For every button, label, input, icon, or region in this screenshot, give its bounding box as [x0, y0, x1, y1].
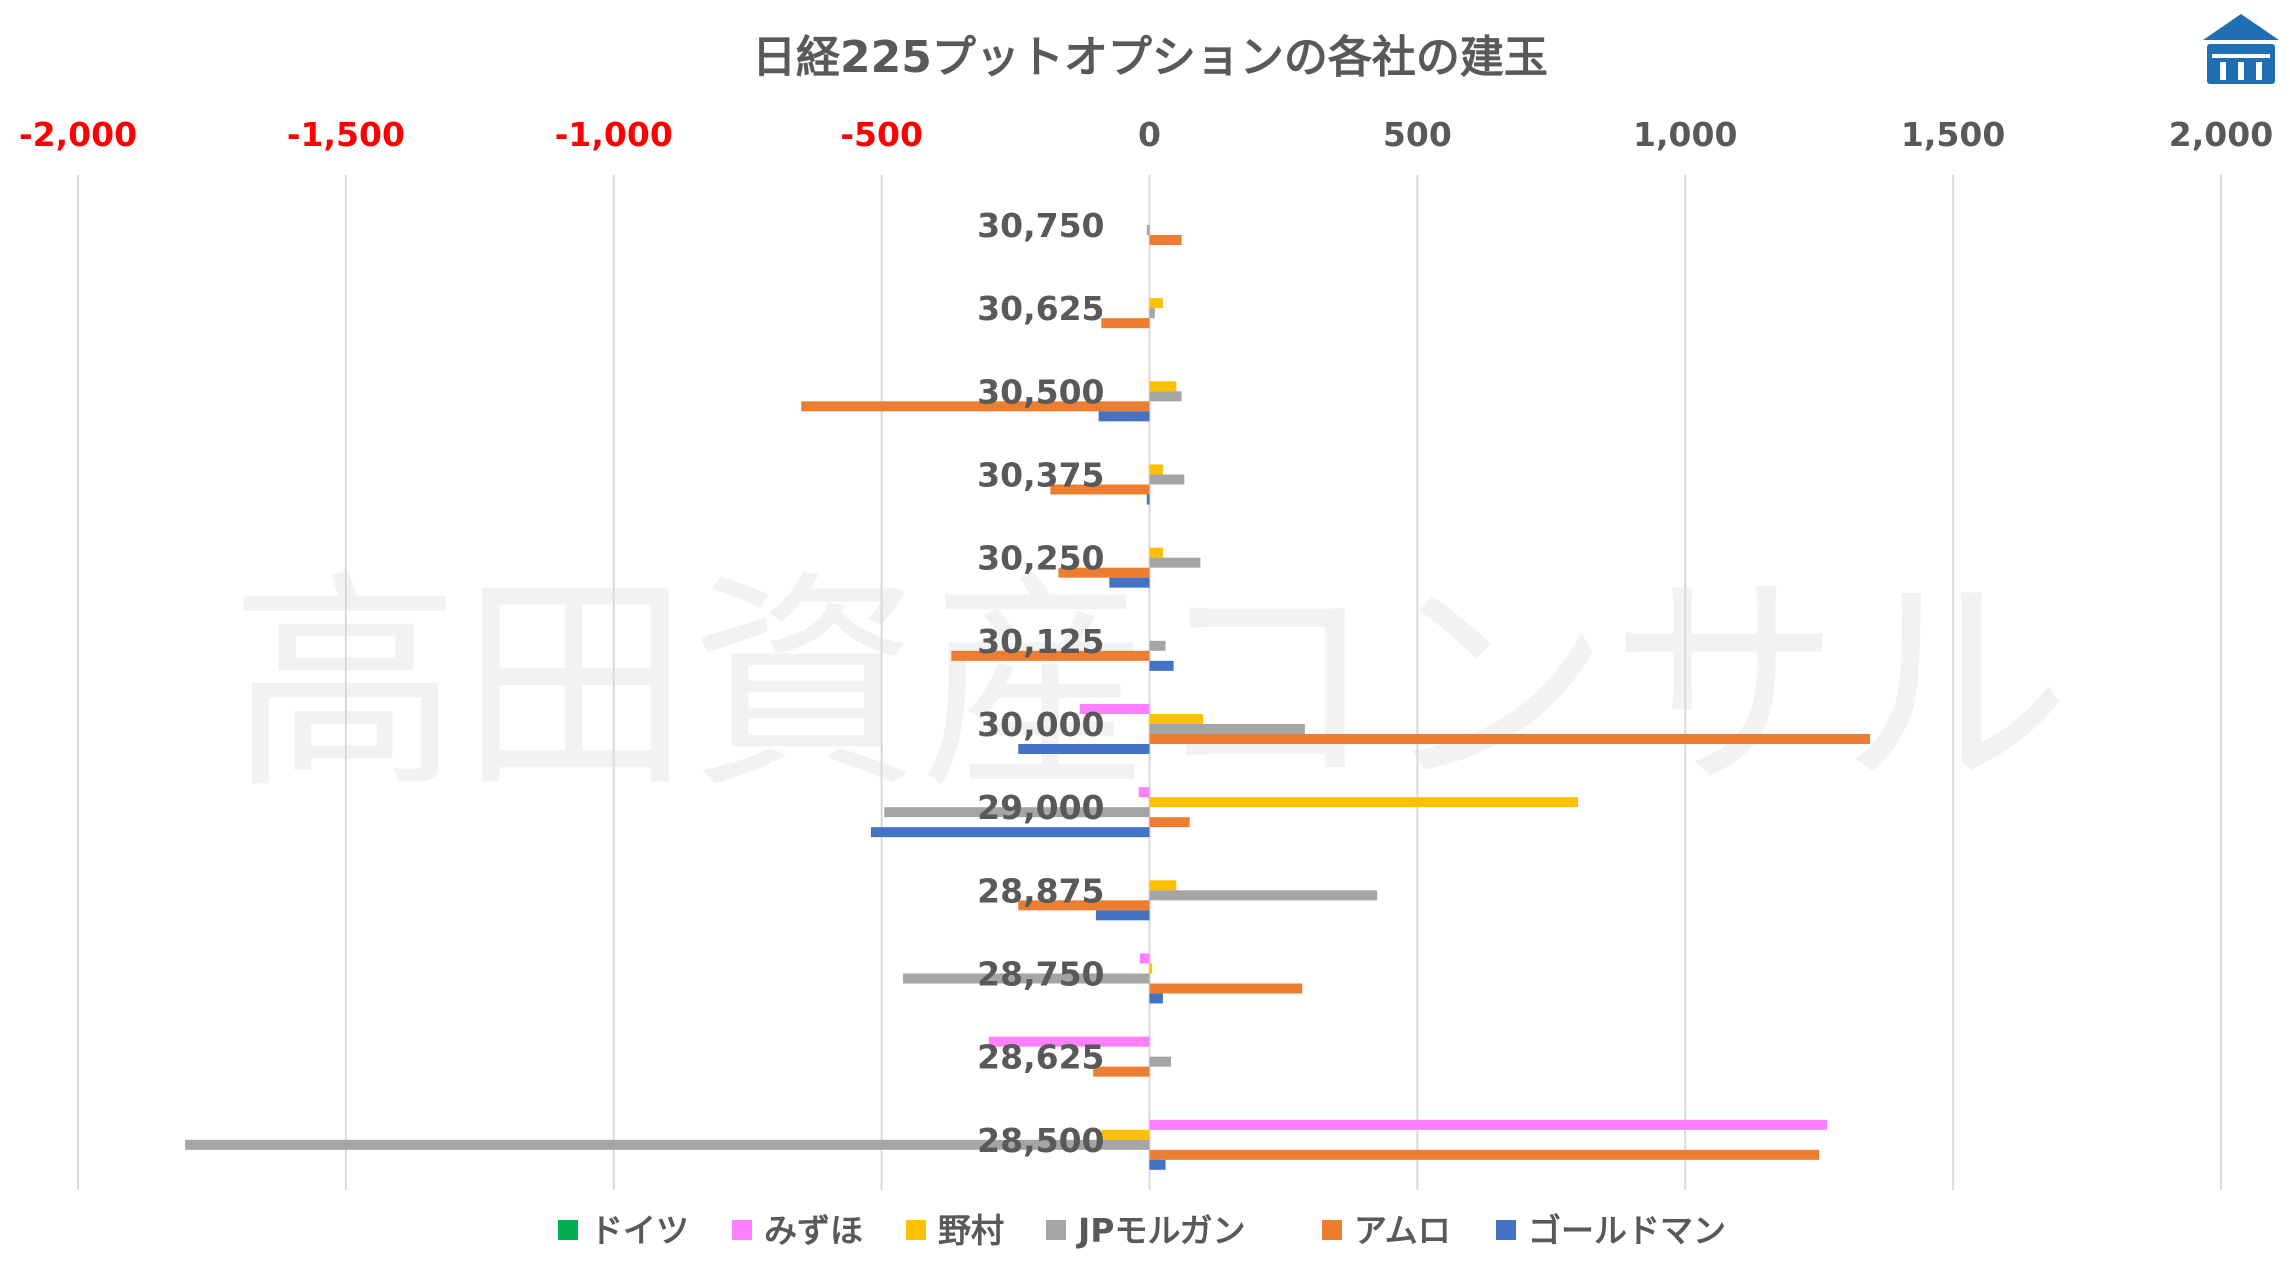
bar: [185, 1139, 1150, 1150]
x-tick-label: -1,000: [555, 115, 673, 154]
legend-swatch: [1046, 1220, 1066, 1240]
chart-title: 日経225プットオプションの各社の建玉: [752, 32, 1548, 83]
x-tick-label: 1,000: [1633, 115, 1737, 154]
bar: [1138, 787, 1150, 798]
category-label: 28,750: [977, 955, 1104, 994]
bar: [1146, 225, 1150, 235]
bar: [1149, 880, 1177, 891]
bar: [951, 650, 1150, 661]
bar: [1050, 484, 1150, 495]
category-label: 30,000: [977, 705, 1104, 744]
bar: [1149, 724, 1305, 734]
bar: [1079, 704, 1150, 714]
bar: [1149, 298, 1163, 309]
bar: [1149, 963, 1153, 974]
bar: [1101, 1129, 1150, 1140]
category-label: 30,250: [977, 539, 1104, 578]
bar: [1058, 567, 1150, 578]
category-label: 30,625: [977, 289, 1104, 328]
bar: [1095, 910, 1150, 921]
bar: [1149, 235, 1182, 245]
logo-column: [2256, 62, 2262, 80]
gridlines: [77, 175, 2222, 1190]
legend-swatch: [1322, 1220, 1342, 1240]
bar: [1146, 494, 1150, 505]
bar: [1139, 953, 1150, 964]
bar: [1149, 734, 1871, 744]
bar: [1093, 1066, 1150, 1077]
legend-swatch: [906, 1220, 926, 1240]
x-axis-ticks: -2,000 -1,500 -1,000 -500 0 500 1,000 1,500 2,00…: [19, 115, 2273, 154]
logo-column: [2220, 62, 2226, 80]
category-label: 28,625: [977, 1038, 1104, 1077]
legend-label: ドイツ: [590, 1211, 689, 1250]
x-tick-label: 1,500: [1901, 115, 2005, 154]
category-label: 30,125: [977, 622, 1104, 661]
bars: [185, 225, 1871, 1170]
x-tick-label: -2,000: [19, 115, 137, 154]
bar: [1149, 797, 1579, 808]
bar: [1149, 391, 1182, 402]
x-tick-label: 0: [1138, 115, 1161, 154]
category-label: 28,875: [977, 871, 1104, 910]
bar: [1149, 817, 1190, 828]
legend-label: みずほ: [764, 1211, 863, 1250]
bar: [988, 1036, 1150, 1047]
bar: [1149, 1056, 1171, 1067]
legend-swatch: [1496, 1220, 1516, 1240]
legend: ドイツ みずほ 野村 JPモルガン アムロ ゴールドマン: [558, 1211, 1726, 1250]
bar: [1149, 714, 1204, 724]
logo-icon: [2203, 14, 2279, 84]
bar: [1149, 557, 1201, 568]
bar: [1149, 547, 1163, 558]
bar: [1018, 900, 1150, 911]
category-labels: 30,750 30,625 30,500 30,375 30,250 30,125 30,0…: [977, 206, 1104, 1160]
bar: [1149, 993, 1163, 1004]
category-label: 28,500: [977, 1121, 1104, 1160]
bar: [1149, 890, 1378, 901]
legend-swatch: [732, 1220, 752, 1240]
bar: [1109, 577, 1150, 588]
category-label: 29,000: [977, 788, 1104, 827]
bar: [1149, 660, 1174, 671]
bar: [1018, 744, 1150, 754]
legend-label: 野村: [938, 1211, 1004, 1250]
legend-swatch: [558, 1220, 578, 1240]
logo-roof: [2203, 14, 2279, 40]
legend-label: ゴールドマン: [1528, 1211, 1726, 1250]
bar: [870, 827, 1150, 838]
bar: [1149, 983, 1303, 994]
bar: [1098, 411, 1150, 422]
category-label: 30,375: [977, 456, 1104, 495]
x-tick-label: -500: [840, 115, 923, 154]
bar: [1149, 640, 1166, 651]
bar: [1149, 308, 1155, 319]
x-tick-label: 500: [1383, 115, 1452, 154]
bar: [884, 807, 1150, 818]
x-tick-label: 2,000: [2169, 115, 2273, 154]
logo-stripe: [2212, 54, 2270, 58]
x-tick-label: -1,500: [287, 115, 405, 154]
category-label: 30,750: [977, 206, 1104, 245]
bar: [1149, 474, 1185, 485]
bar: [1101, 318, 1150, 329]
bar: [1149, 1159, 1166, 1170]
bar: [1149, 1119, 1828, 1130]
bar: [1149, 381, 1177, 392]
legend-label: JPモルガン: [1076, 1211, 1245, 1250]
bar: [801, 401, 1150, 412]
logo-column: [2238, 62, 2244, 80]
bar: [903, 973, 1150, 984]
category-label: 30,500: [977, 372, 1104, 411]
bar: [1149, 1149, 1820, 1160]
legend-label: アムロ: [1354, 1211, 1451, 1250]
bar: [1149, 464, 1163, 475]
